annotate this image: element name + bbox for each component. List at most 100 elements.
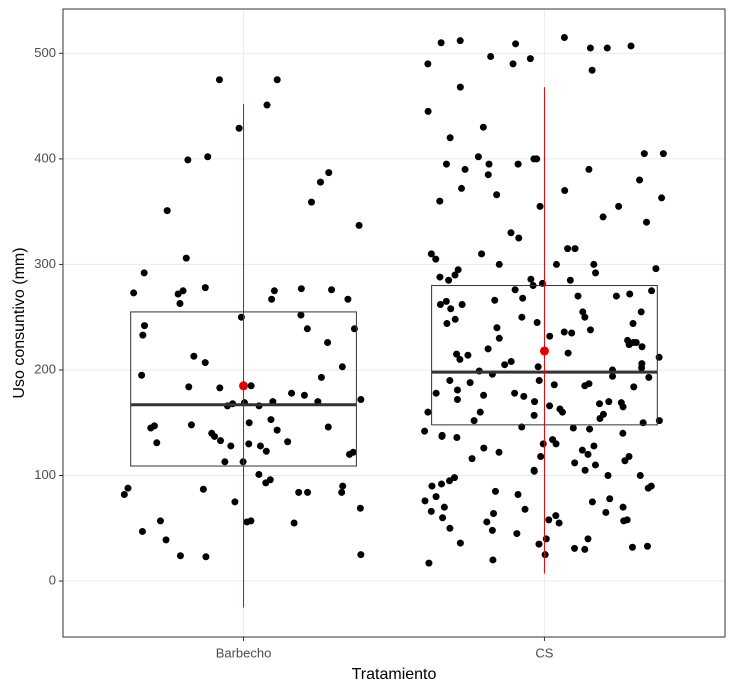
data-point: [609, 372, 617, 380]
data-point: [263, 101, 271, 109]
data-point: [140, 322, 148, 330]
data-point: [533, 318, 541, 326]
data-point: [453, 396, 461, 404]
data-point: [578, 446, 586, 454]
data-point: [592, 269, 600, 277]
data-point: [255, 470, 263, 478]
data-point: [130, 289, 138, 297]
data-point: [478, 250, 486, 258]
data-point: [199, 485, 207, 493]
data-point: [447, 305, 455, 313]
data-point: [655, 353, 663, 361]
data-point: [290, 519, 298, 527]
data-point: [185, 383, 193, 391]
data-point: [176, 552, 184, 560]
data-point: [596, 400, 604, 408]
data-point: [357, 396, 365, 404]
data-point: [628, 543, 636, 551]
data-point: [536, 202, 544, 210]
data-point: [468, 455, 476, 463]
data-point: [629, 320, 637, 328]
data-point: [514, 491, 522, 499]
data-point: [579, 308, 587, 316]
data-point: [190, 352, 198, 360]
data-point: [511, 286, 519, 294]
data-point: [564, 349, 572, 357]
data-point: [574, 292, 582, 300]
data-point: [512, 40, 520, 48]
data-point: [436, 301, 444, 309]
data-point: [356, 504, 364, 512]
data-point: [474, 153, 482, 161]
data-point: [138, 527, 146, 535]
data-point: [221, 458, 229, 466]
data-point: [231, 498, 239, 506]
data-point: [174, 290, 182, 298]
data-point: [476, 408, 484, 416]
data-point: [421, 497, 429, 505]
data-point: [424, 107, 432, 115]
data-point: [464, 351, 472, 359]
data-point: [466, 379, 474, 387]
y-tick-label: 200: [34, 361, 56, 376]
data-point: [262, 447, 270, 455]
data-point: [425, 559, 433, 567]
data-point: [487, 52, 495, 60]
data-point: [470, 417, 478, 425]
data-point: [527, 275, 535, 283]
data-point: [456, 37, 464, 45]
data-point: [204, 153, 212, 161]
data-point: [521, 505, 529, 513]
data-point: [659, 150, 667, 158]
data-point: [124, 484, 132, 492]
data-point: [637, 308, 645, 316]
data-point: [456, 355, 464, 363]
data-point: [604, 472, 612, 480]
data-point: [638, 360, 646, 368]
data-point: [440, 503, 448, 511]
data-point: [458, 184, 466, 192]
data-point: [584, 535, 592, 543]
data-point: [560, 328, 568, 336]
data-point: [446, 524, 454, 532]
data-point: [357, 551, 365, 559]
data-point: [531, 398, 539, 406]
data-point: [153, 439, 161, 447]
data-point: [427, 250, 435, 258]
data-point: [602, 508, 610, 516]
data-point: [537, 453, 545, 461]
data-point: [515, 234, 523, 242]
data-point: [519, 294, 527, 302]
data-point: [645, 373, 653, 381]
data-point: [484, 171, 492, 179]
marks: [120, 33, 667, 608]
data-point: [630, 383, 638, 391]
data-point: [491, 487, 499, 495]
mean-point: [239, 381, 249, 391]
data-point: [138, 371, 146, 379]
data-point: [421, 427, 429, 435]
data-point: [590, 442, 598, 450]
data-point: [511, 389, 519, 397]
data-point: [552, 512, 560, 520]
data-point: [179, 287, 187, 295]
data-point: [446, 377, 454, 385]
data-point: [267, 416, 275, 424]
y-tick-label: 300: [34, 256, 56, 271]
x-tick-label: CS: [535, 645, 553, 660]
data-point: [586, 44, 594, 52]
data-point: [436, 273, 444, 281]
data-point: [216, 384, 224, 392]
data-point: [541, 551, 549, 559]
data-point: [436, 197, 444, 205]
data-point: [479, 123, 487, 131]
data-point: [571, 459, 579, 467]
data-point: [437, 39, 445, 47]
y-tick-label: 400: [34, 150, 56, 165]
data-point: [615, 202, 623, 210]
data-point: [303, 325, 311, 333]
data-point: [339, 482, 347, 490]
data-point: [542, 535, 550, 543]
data-point: [176, 299, 184, 307]
